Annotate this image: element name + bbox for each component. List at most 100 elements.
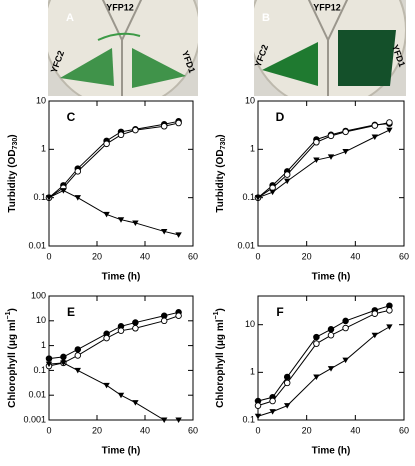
- marker: [254, 413, 262, 420]
- x-axis-label: Time (h): [102, 446, 141, 457]
- x-tick-label: 40: [350, 425, 360, 435]
- marker: [74, 352, 82, 359]
- marker: [327, 326, 335, 333]
- marker: [160, 123, 168, 130]
- marker: [132, 325, 139, 332]
- x-tick-label: 60: [188, 425, 198, 435]
- x-tick-label: 0: [255, 251, 260, 261]
- marker: [371, 134, 378, 140]
- y-axis-label-part: −1: [213, 311, 220, 319]
- marker: [386, 307, 393, 314]
- y-axis-label: Chlorophyll (μg ml−1): [213, 308, 226, 408]
- y-tick-label: 0.1: [242, 192, 255, 202]
- y-axis-label-part: Chlorophyll (μg ml: [7, 319, 18, 408]
- marker: [103, 211, 110, 218]
- x-tick-label: 60: [188, 251, 198, 261]
- y-axis-label-part: Chlorophyll (μg ml: [215, 319, 226, 408]
- x-axis-label: Time (h): [102, 272, 141, 283]
- panel-letter: F: [276, 305, 283, 319]
- marker: [313, 374, 320, 380]
- marker: [160, 317, 168, 325]
- chart: 0.1 1 10 0 20 40 60 Time (h) Chlorophyll (μg ml−…: [213, 295, 409, 457]
- series-line: [48, 190, 179, 236]
- marker: [175, 312, 182, 319]
- x-tick-label: 0: [46, 425, 51, 435]
- marker: [269, 397, 276, 405]
- marker: [60, 188, 67, 194]
- strain-label: YFP12: [313, 2, 341, 12]
- panel-letter: E: [67, 305, 75, 319]
- marker: [45, 361, 53, 368]
- marker: [327, 366, 335, 372]
- marker: [103, 334, 110, 342]
- marker: [117, 327, 125, 334]
- marker: [45, 195, 53, 201]
- marker: [132, 126, 139, 134]
- series-line: [48, 120, 179, 199]
- marker: [313, 139, 320, 146]
- chart: 0.01 0.1 1 10 0 20 40 60 Time (h) Turbidity (OD73…: [7, 95, 198, 282]
- y-axis-label-part: −1: [5, 311, 12, 319]
- series-line: [48, 362, 179, 421]
- marker: [132, 400, 139, 406]
- plot-frame: [257, 295, 405, 421]
- marker: [175, 417, 182, 423]
- y-tick-label: 0.01: [28, 390, 46, 400]
- marker: [269, 189, 276, 196]
- y-tick-label: 1: [250, 367, 255, 377]
- strain-label: YFP12: [106, 2, 134, 12]
- y-axis-label: Turbidity (OD730): [215, 134, 227, 212]
- x-axis-label: Time (h): [312, 272, 351, 283]
- x-tick-label: 0: [255, 425, 260, 435]
- y-tick-label: 10: [36, 95, 46, 105]
- marker: [74, 195, 81, 201]
- series-line: [257, 309, 390, 407]
- panel-letter: A: [66, 12, 74, 24]
- series-line: [257, 326, 390, 417]
- plot-frame: [48, 100, 194, 247]
- marker: [117, 217, 125, 223]
- y-axis-label: Turbidity (OD730): [7, 134, 19, 212]
- series-line: [48, 311, 179, 360]
- chart: 0.01 0.1 1 10 0 20 40 60 Time (h) Turbidity (OD73…: [215, 95, 409, 282]
- y-tick-label: 1: [250, 144, 255, 154]
- y-tick-label: 0.1: [33, 192, 46, 202]
- y-tick-label: 0.001: [23, 414, 46, 424]
- marker: [342, 317, 349, 325]
- panel-letter: C: [67, 110, 76, 124]
- marker: [161, 417, 168, 423]
- x-tick-label: 40: [140, 425, 150, 435]
- series-line: [48, 315, 179, 367]
- y-tick-label: 10: [245, 319, 255, 329]
- marker: [283, 373, 291, 381]
- x-axis-label: Time (h): [312, 446, 351, 457]
- marker: [117, 392, 125, 399]
- x-tick-label: 60: [399, 251, 409, 261]
- marker: [74, 346, 82, 353]
- panel-letter: B: [262, 12, 270, 24]
- x-tick-label: 20: [302, 251, 312, 261]
- marker: [313, 157, 320, 164]
- x-tick-label: 40: [350, 251, 360, 261]
- x-tick-label: 20: [302, 425, 312, 435]
- y-axis-label-part: Turbidity (OD: [215, 149, 226, 212]
- y-tick-label: 0.1: [242, 414, 255, 424]
- marker: [132, 220, 139, 226]
- x-tick-label: 60: [399, 425, 409, 435]
- marker: [254, 195, 262, 201]
- y-tick-label: 0.01: [237, 240, 255, 250]
- marker: [342, 357, 349, 364]
- marker: [327, 132, 335, 140]
- y-tick-label: 1: [41, 144, 46, 154]
- x-tick-label: 20: [92, 251, 102, 261]
- marker: [386, 324, 393, 330]
- marker: [371, 332, 378, 339]
- series-line: [257, 123, 390, 199]
- x-tick-label: 40: [140, 251, 150, 261]
- series-line: [257, 305, 390, 402]
- y-tick-label: 1: [41, 340, 46, 350]
- marker: [284, 403, 291, 409]
- y-axis-label-part: ): [7, 308, 18, 311]
- y-tick-label: 100: [31, 290, 46, 300]
